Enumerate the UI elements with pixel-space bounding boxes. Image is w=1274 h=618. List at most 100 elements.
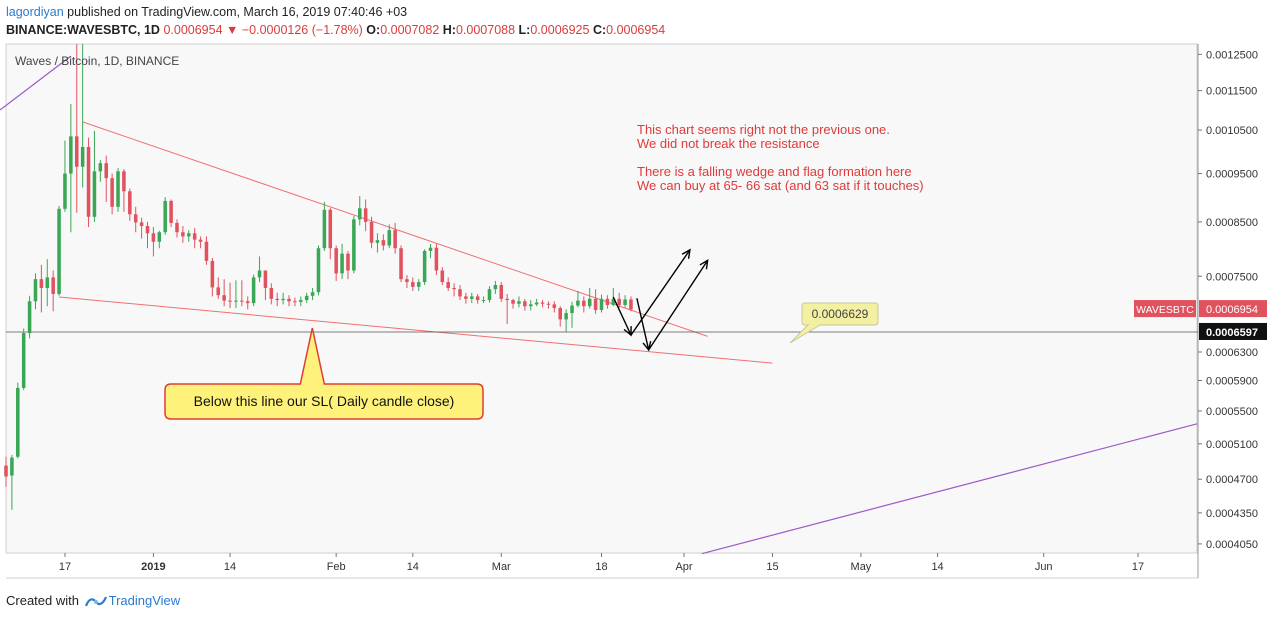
candle-body	[487, 289, 492, 301]
x-tick-label: 14	[224, 561, 236, 573]
candle-body	[69, 136, 73, 174]
candle-down	[145, 221, 150, 249]
candle-body	[57, 208, 61, 294]
candle-body	[275, 298, 279, 301]
y-tick-label: 0.0005500	[1206, 406, 1258, 418]
candle-body	[570, 305, 574, 314]
candle-up	[310, 287, 315, 301]
candle-down	[287, 295, 291, 307]
candle-body	[240, 300, 244, 302]
candle-up	[534, 298, 539, 307]
y-tick-label: 0.0006300	[1206, 347, 1258, 359]
author-link[interactable]: lagordiyan	[6, 5, 64, 19]
candle-body	[623, 299, 627, 305]
symbol-label: BINANCE:WAVESBTC, 1D	[6, 23, 160, 37]
candle-body	[334, 248, 338, 274]
wedge-note-line: There is a falling wedge and flag format…	[637, 164, 912, 179]
candle-down	[263, 270, 268, 301]
candle-body	[33, 279, 38, 302]
candle-body	[16, 387, 20, 457]
candle-body	[593, 298, 598, 310]
candle-down	[464, 292, 468, 304]
candle-up	[481, 296, 486, 304]
down-arrow-icon: ▼	[226, 23, 239, 37]
candle-down	[293, 297, 297, 307]
candle-down	[475, 293, 480, 304]
sl-callout-box	[164, 327, 484, 420]
candle-down	[434, 243, 439, 276]
candle-body	[10, 457, 14, 476]
candle-up	[57, 205, 61, 296]
candle-body	[405, 279, 409, 283]
candle-body	[228, 300, 232, 302]
arrow-head	[699, 258, 709, 270]
candle-body	[163, 200, 167, 233]
arrow-head	[623, 326, 632, 337]
candle-down	[222, 279, 226, 307]
candle-down	[381, 234, 386, 251]
x-tick-label: 15	[766, 561, 778, 573]
arrow-up-2	[648, 258, 709, 351]
candle-down	[411, 277, 415, 291]
candle-body	[27, 301, 32, 334]
candle-down	[210, 258, 215, 297]
candle-body	[80, 146, 85, 167]
candle-body	[416, 282, 421, 287]
channel-top-line	[0, 55, 72, 111]
candle-body	[434, 247, 439, 271]
candle-down	[151, 227, 156, 257]
candle-body	[139, 222, 144, 226]
candle-body	[440, 270, 445, 283]
candle-body	[322, 209, 327, 249]
candle-down	[204, 236, 209, 265]
candle-up	[281, 292, 285, 305]
candle-body	[257, 270, 262, 278]
candle-body	[505, 298, 509, 301]
candle-up	[357, 196, 362, 226]
candle-body	[210, 260, 215, 288]
candle-up	[187, 230, 191, 242]
tradingview-link[interactable]: TradingView	[108, 593, 181, 608]
tradingview-logo-icon	[84, 596, 107, 607]
candle-body	[192, 233, 197, 240]
candle-down	[86, 137, 91, 228]
candle-up	[98, 160, 103, 182]
candle-down	[4, 456, 8, 487]
candle-body	[422, 250, 427, 283]
crosshair-price-tag-text: 0.0006597	[1206, 327, 1258, 339]
publish-header: lagordiyan published on TradingView.com,…	[6, 5, 407, 19]
high-value: 0.0007088	[455, 23, 516, 37]
candle-body	[104, 163, 109, 179]
candle-body	[187, 233, 191, 237]
candles	[4, 44, 633, 510]
candle-body	[293, 301, 297, 303]
candle-body	[552, 304, 557, 309]
candle-down	[275, 292, 279, 307]
candle-body	[304, 295, 309, 301]
candle-body	[245, 301, 250, 304]
candle-down	[133, 206, 138, 233]
candle-up	[493, 280, 498, 294]
candle-up	[517, 296, 521, 308]
candle-up	[564, 309, 568, 332]
candle-up	[234, 280, 238, 309]
y-tick-label: 0.0010500	[1206, 125, 1258, 137]
candle-down	[346, 250, 350, 280]
candle-body	[534, 302, 539, 305]
candle-body	[558, 308, 562, 320]
candle-body	[287, 298, 291, 302]
candle-body	[92, 171, 97, 217]
arrow-head	[681, 248, 691, 259]
candle-body	[375, 240, 380, 243]
candle-up	[422, 249, 427, 286]
candle-body	[470, 296, 474, 299]
candle-body	[39, 279, 44, 288]
candle-down	[629, 296, 633, 312]
candle-down	[540, 300, 545, 308]
candle-up	[163, 197, 167, 235]
x-tick-label: 14	[931, 561, 943, 573]
candle-body	[352, 219, 356, 271]
candle-down	[169, 199, 173, 228]
candle-up	[416, 279, 421, 291]
